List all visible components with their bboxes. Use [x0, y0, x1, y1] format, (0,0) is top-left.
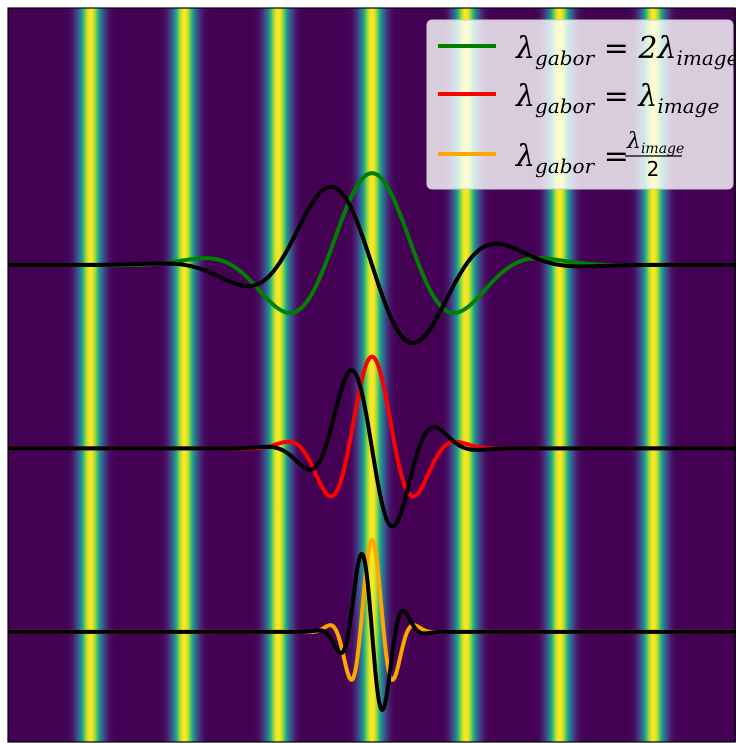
- legend-rhs-subscript: image: [657, 94, 719, 118]
- legend-equals: =: [594, 31, 638, 66]
- legend-label-orange: λgabor =: [515, 139, 629, 178]
- legend-frac-symbol: λ: [626, 129, 641, 154]
- legend-lhs-subscript: gabor: [535, 46, 596, 70]
- legend-lhs-symbol: λ: [515, 31, 535, 66]
- legend-frac-subscript: image: [641, 141, 684, 157]
- legend-equals: =: [594, 139, 629, 174]
- curve-layer: [8, 171, 736, 712]
- legend-box: [426, 19, 734, 190]
- legend-fraction-denominator: 2: [647, 157, 660, 181]
- plot-frame: [7, 7, 736, 743]
- legend-lhs-symbol: λ: [515, 79, 535, 114]
- legend-rhs-subscript: image: [676, 46, 736, 70]
- legend: λgabor = 2λimage λgabor = λimage λgabor …: [426, 19, 736, 190]
- legend-equals: =: [594, 79, 638, 114]
- legend-lhs-subscript: gabor: [535, 94, 596, 118]
- legend-lhs-symbol: λ: [515, 139, 535, 174]
- legend-lhs-subscript: gabor: [535, 154, 596, 178]
- gabor-0-sin-line: [8, 184, 736, 345]
- gabor-2-sin-line: [8, 551, 736, 712]
- legend-label-red: λgabor = λimage: [515, 79, 719, 118]
- gabor-1-sin-line: [8, 368, 736, 529]
- legend-rhs: λ: [637, 79, 657, 114]
- legend-fraction-numerator: λimage: [626, 129, 684, 157]
- legend-label-green: λgabor = 2λimage: [515, 31, 736, 70]
- legend-rhs: 2λ: [637, 31, 676, 66]
